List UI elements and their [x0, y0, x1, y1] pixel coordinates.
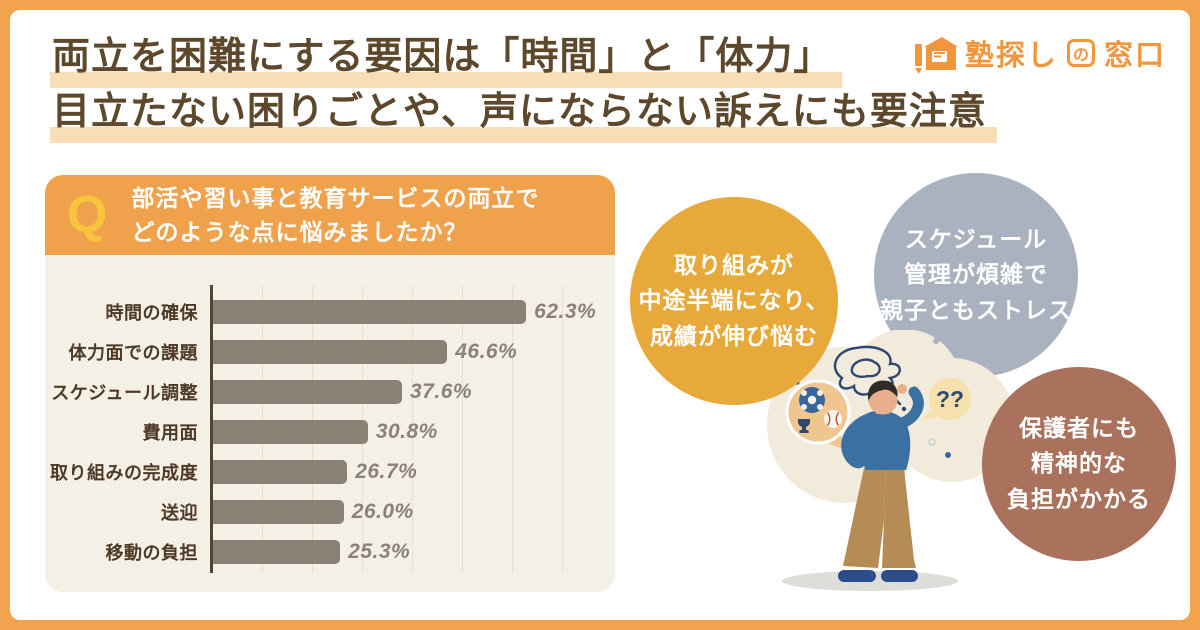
callout-line: 精神的な — [1031, 450, 1127, 477]
dot-icon — [945, 452, 951, 458]
callout-line: 管理が煩雑で — [904, 261, 1048, 288]
bar-value-label: 46.6% — [455, 340, 518, 363]
question-bubble-icon: ?? — [920, 378, 971, 421]
logo-text-window: 窓口 — [1103, 40, 1166, 72]
chart-labels: 時間の確保体力面での課題スケジュール調整費用面取り組みの完成度送迎移動の負担 — [50, 285, 210, 573]
worried-person — [838, 380, 924, 582]
bar-row: 37.6% — [213, 372, 596, 412]
bar-category-label: 送迎 — [161, 503, 198, 523]
bar-row: 26.7% — [213, 452, 596, 492]
question-line-1: 部活や習い事と教育サービスの両立で — [131, 184, 540, 211]
bar-value-label: 62.3% — [534, 300, 597, 323]
bar-value-label: 37.6% — [410, 380, 473, 403]
sports-bubble-icon — [785, 379, 853, 452]
callout-line: スケジュール — [904, 225, 1048, 252]
brand-logo: 塾探し の 窓口 — [912, 32, 1166, 74]
bar — [213, 460, 348, 484]
bar-row: 25.3% — [213, 532, 596, 572]
bar-chart: 時間の確保体力面での課題スケジュール調整費用面取り組みの完成度送迎移動の負担 6… — [50, 285, 597, 573]
logo-no-monitor-icon: の — [1066, 39, 1095, 67]
logo-text-main: 塾探し — [964, 40, 1058, 72]
dot-icon — [933, 338, 939, 344]
title-line-1: 両立を困難にする要因は「時間」と「体力」 — [50, 34, 843, 88]
survey-card: Q 部活や習い事と教育サービスの両立で どのような点に悩みましたか？ 時間の確保… — [45, 175, 615, 592]
house-pencil-icon — [912, 32, 958, 74]
bar — [213, 540, 341, 564]
callout-line: 成績が伸び悩む — [650, 322, 818, 349]
bar — [213, 420, 368, 444]
callout-unfinished-efforts: 取り組みが 中途半端になり、 成績が伸び悩む — [630, 197, 838, 405]
bar-category-label: 時間の確保 — [105, 303, 198, 323]
content-panel: 両立を困難にする要因は「時間」と「体力」 目立たない困りごとや、声にならない訴え… — [10, 10, 1190, 620]
title-line-2: 目立たない困りごとや、声にならない訴えにも要注意 — [50, 89, 997, 143]
bar-row: 26.0% — [213, 492, 596, 532]
bar-row: 30.8% — [213, 412, 596, 452]
question-q-mark: Q — [67, 186, 108, 244]
callout-line: 親子ともストレス — [880, 296, 1072, 323]
bar-row: 62.3% — [213, 292, 596, 332]
question-text: 部活や習い事と教育サービスの両立で どのような点に悩みましたか？ — [131, 181, 539, 250]
callout-line: 負担がかかる — [1007, 485, 1151, 512]
bar-category-label: 取り組みの完成度 — [50, 463, 198, 483]
bar — [213, 500, 344, 524]
bar-value-label: 26.7% — [355, 460, 418, 483]
dot-icon — [928, 438, 936, 446]
callout-parent-burden: 保護者にも 精神的な 負担がかかる — [982, 367, 1176, 561]
chart-panel: 時間の確保体力面での課題スケジュール調整費用面取り組みの完成度送迎移動の負担 6… — [45, 255, 615, 592]
question-header: Q 部活や習い事と教育サービスの両立で どのような点に悩みましたか？ — [45, 175, 615, 270]
bar-value-label: 30.8% — [375, 420, 438, 443]
callout-line: 中途半端になり、 — [638, 287, 830, 314]
callout-line: 保護者にも — [1019, 414, 1139, 441]
question-line-2: どのような点に悩みましたか？ — [131, 219, 468, 245]
scribble-dot — [901, 406, 907, 412]
bar-row: 46.6% — [213, 332, 596, 372]
trophy-icon — [798, 419, 810, 433]
bar-category-label: 移動の負担 — [105, 543, 198, 563]
bar-category-label: スケジュール調整 — [51, 383, 198, 403]
baseball-icon — [824, 410, 842, 428]
bar — [213, 380, 402, 404]
bar — [213, 340, 448, 364]
bar — [213, 300, 527, 324]
bar-value-label: 26.0% — [351, 500, 414, 523]
page-title: 両立を困難にする要因は「時間」と「体力」 目立たない困りごとや、声にならない訴え… — [50, 34, 997, 144]
bar-category-label: 体力面での課題 — [68, 343, 198, 363]
callout-line: 取り組みが — [674, 251, 794, 278]
chart-plot: 62.3% 46.6% 37.6% 30.8% 26.7% 26.0% 25.3% — [210, 285, 597, 573]
bar-category-label: 費用面 — [142, 423, 198, 443]
bar-value-label: 25.3% — [348, 540, 411, 563]
question-marks: ?? — [936, 386, 964, 412]
